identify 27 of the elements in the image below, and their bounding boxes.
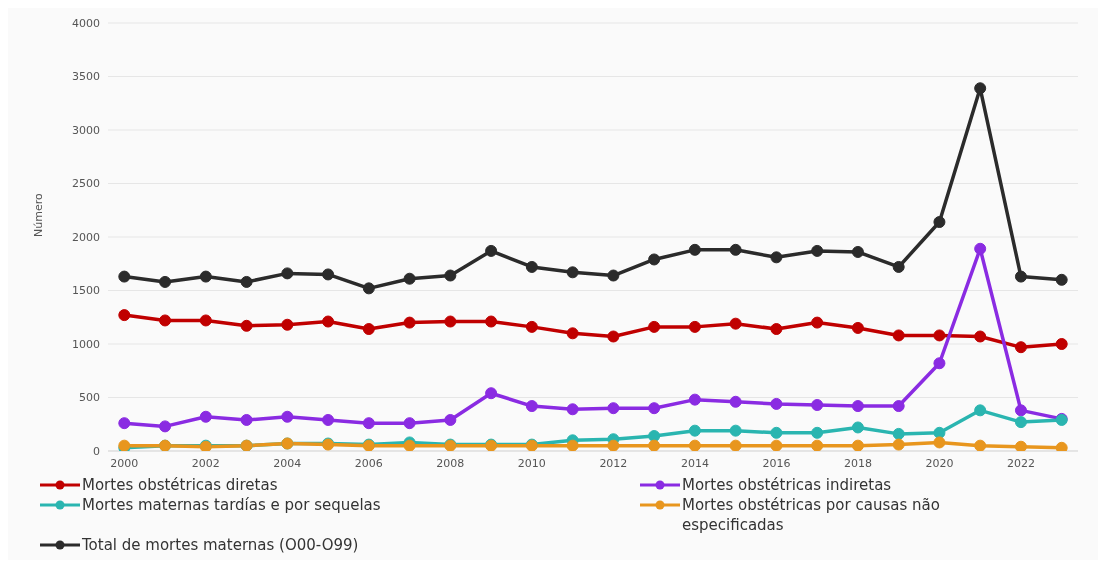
y-tick-label: 0 [93,444,100,458]
x-tick-label: 2018 [843,456,872,470]
x-tick-label: 2010 [517,456,546,470]
x-tick-label: 2014 [680,456,709,470]
legend-label: Mortes obstétricas indiretas [682,475,892,495]
y-tick-label: 2000 [72,230,100,244]
y-tick-label: 1000 [72,337,100,351]
x-tick-label: 2008 [436,456,465,470]
y-tick-label: 4000 [72,16,100,30]
y-tick-label: 1500 [72,284,100,298]
x-tick-label: 2006 [354,456,383,470]
legend-label: Mortes obstétricas por causas não especificadas [682,495,941,535]
x-tick-label: 2002 [191,456,220,470]
legend-label: Mortes obstétricas diretas [82,475,278,495]
x-tick-label: 2022 [1006,456,1035,470]
x-tick-label: 2016 [762,456,791,470]
x-tick-label: 2004 [273,456,302,470]
y-axis-title: Número [31,193,45,237]
x-tick-label: 2020 [925,456,954,470]
y-tick-label: 500 [79,391,100,405]
y-tick-label: 3500 [72,70,100,84]
x-tick-label: 2000 [110,456,139,470]
y-tick-label: 2500 [72,177,100,191]
legend-label: Mortes maternas tardías e por sequelas [82,495,381,515]
legend-label: Total de mortes maternas (O00-O99) [82,535,359,555]
y-tick-label: 3000 [72,123,100,137]
x-tick-label: 2012 [599,456,628,470]
